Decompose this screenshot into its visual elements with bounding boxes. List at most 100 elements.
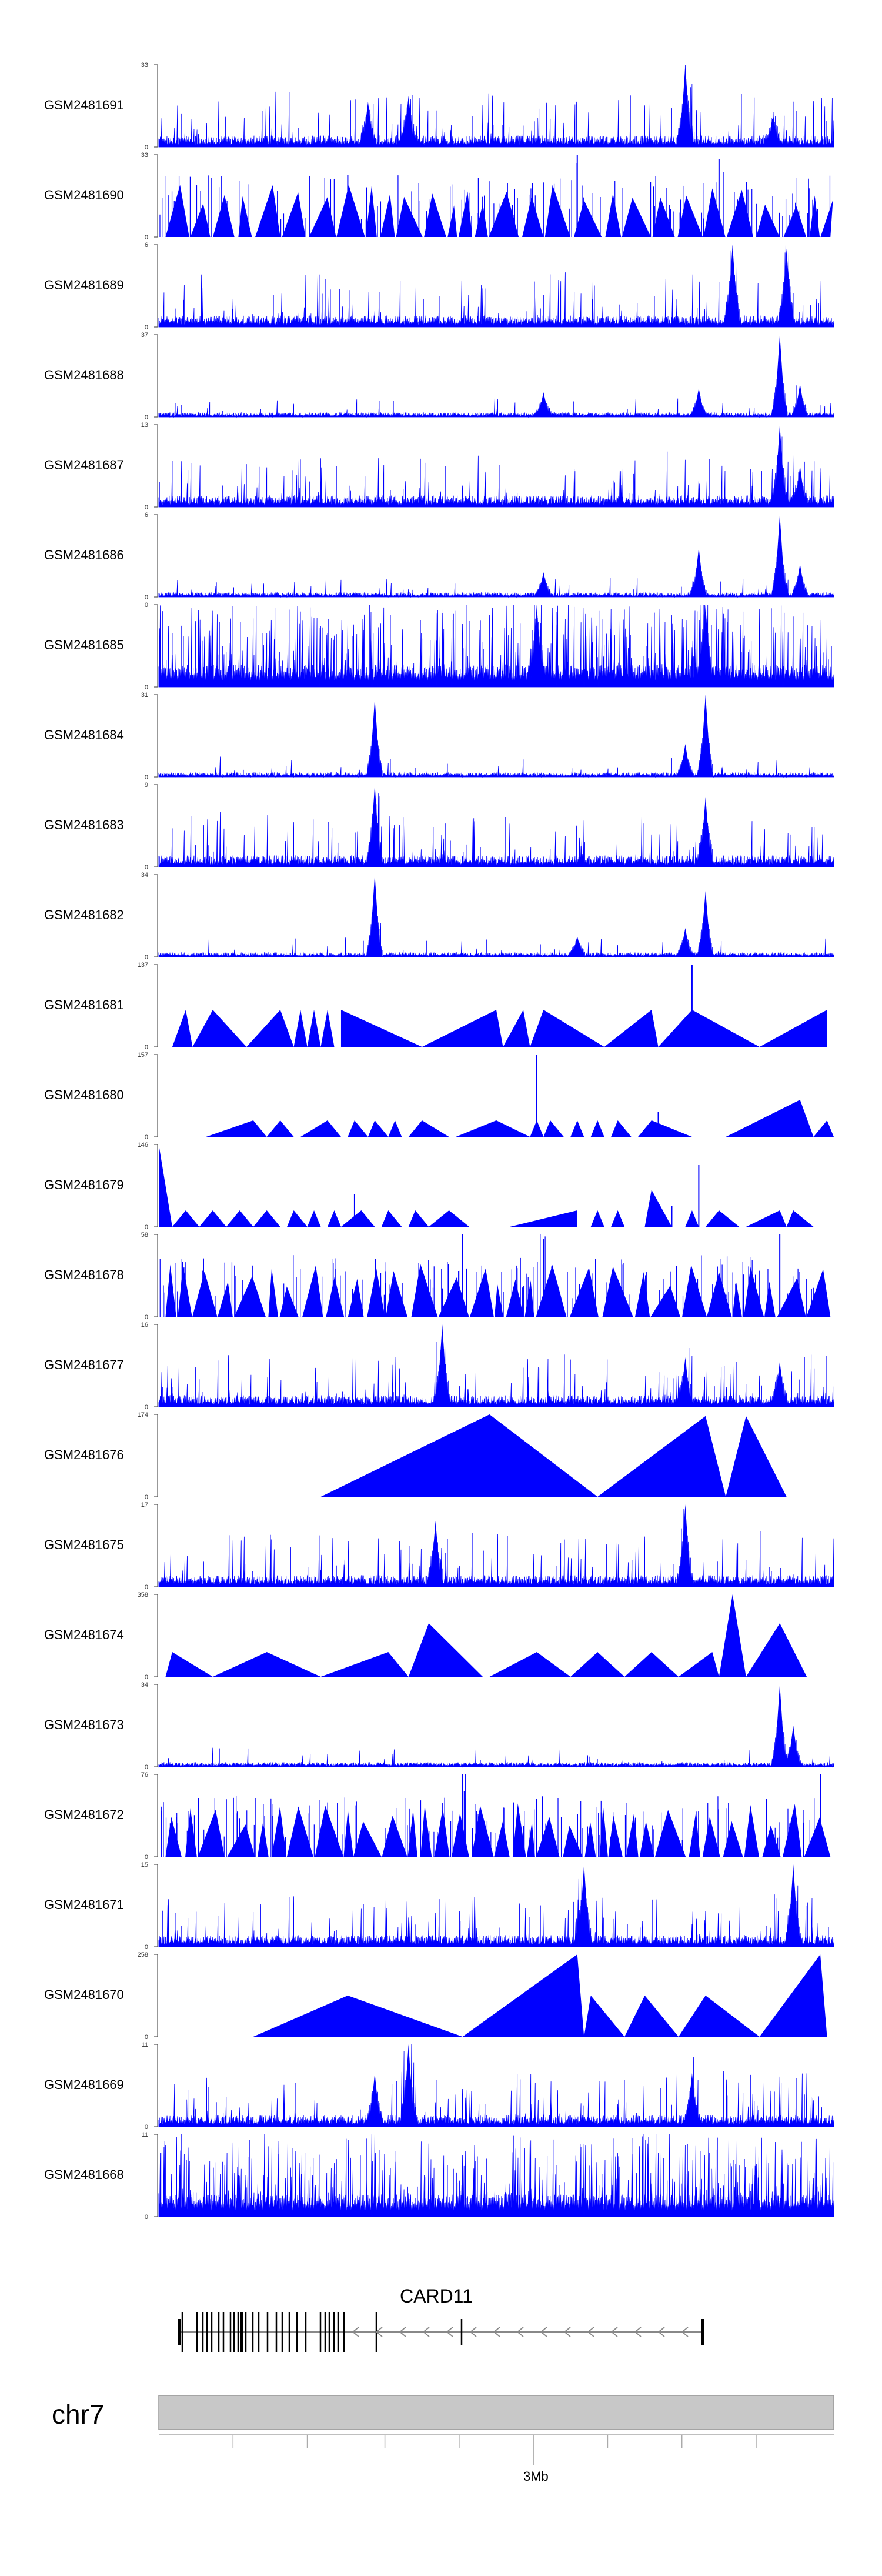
track-GSM2481680: GSM2481680 157 0 xyxy=(0,1051,882,1141)
track-label: GSM2481679 xyxy=(44,1177,124,1192)
chromosome-band xyxy=(158,2395,834,2430)
track-GSM2481682: GSM2481682 34 0 xyxy=(0,871,882,961)
signal-triangle xyxy=(806,1269,831,1317)
signal-triangle xyxy=(388,1120,402,1137)
signal-peak xyxy=(680,1504,691,1587)
signal-peak xyxy=(794,466,806,507)
signal-triangle xyxy=(206,1120,267,1137)
track-label: GSM2481677 xyxy=(44,1357,124,1372)
signal-triangle xyxy=(172,1210,199,1227)
signal-coverage xyxy=(158,716,834,778)
signal-triangle xyxy=(746,1210,787,1227)
signal-coverage xyxy=(158,535,834,598)
signal-triangle xyxy=(602,1266,633,1317)
track-GSM2481690: GSM2481690 33 0 xyxy=(0,151,882,241)
signal-triangle xyxy=(257,1821,269,1857)
signal-triangle xyxy=(424,193,446,237)
track-label: GSM2481678 xyxy=(44,1267,124,1282)
signal-triangle xyxy=(723,1821,743,1857)
signal-triangle xyxy=(638,1120,692,1137)
signal-triangle xyxy=(703,188,726,237)
y-max-label: 358 xyxy=(138,1591,148,1599)
signal-triangle xyxy=(536,1817,560,1857)
signal-triangle xyxy=(622,198,652,237)
signal-triangle xyxy=(732,1282,742,1317)
signal-triangle xyxy=(456,1120,530,1137)
y-max-label: 34 xyxy=(141,1681,148,1689)
signal-peak xyxy=(727,245,738,327)
gene-model xyxy=(178,2312,704,2352)
signal-coverage xyxy=(158,2134,834,2217)
track-label: GSM2481676 xyxy=(44,1447,124,1462)
signal-coverage xyxy=(158,604,834,688)
track-label: GSM2481681 xyxy=(44,997,124,1012)
track-label: GSM2481688 xyxy=(44,368,124,382)
signal-peak xyxy=(700,891,711,957)
y-min-label: 0 xyxy=(145,774,148,781)
signal-triangle xyxy=(165,1264,176,1317)
signal-triangle xyxy=(783,1804,802,1857)
y-min-label: 0 xyxy=(145,1854,148,1861)
signal-peak xyxy=(774,335,786,417)
signal-peak xyxy=(787,1726,799,1767)
y-max-label: 31 xyxy=(141,692,148,699)
signal-triangle xyxy=(353,1821,382,1857)
track-GSM2481678: GSM2481678 58 0 xyxy=(0,1231,882,1321)
signal-triangle xyxy=(530,1010,604,1047)
signal-triangle xyxy=(743,1267,764,1317)
signal-triangle xyxy=(286,1806,313,1857)
signal-peak xyxy=(774,1362,786,1407)
signal-triangle xyxy=(726,1100,814,1137)
signal-peak xyxy=(787,1864,799,1947)
track-plot: 11 0 xyxy=(142,2041,834,2131)
track-label: GSM2481670 xyxy=(44,1987,124,2002)
signal-triangle xyxy=(408,1623,483,1677)
y-min-label: 0 xyxy=(145,684,148,691)
signal-peak xyxy=(369,2073,380,2127)
signal-triangle xyxy=(489,191,519,237)
signal-triangle xyxy=(702,1816,720,1857)
signal-triangle xyxy=(503,1010,530,1047)
signal-triangle xyxy=(340,1210,375,1227)
y-min-label: 0 xyxy=(145,1224,148,1231)
signal-triangle xyxy=(820,199,833,237)
signal-peak xyxy=(369,785,380,867)
signal-coverage xyxy=(158,793,834,867)
signal-peak xyxy=(362,102,374,147)
y-min-label: 0 xyxy=(145,2214,148,2221)
y-min-label: 0 xyxy=(145,1674,148,1681)
track-GSM2481686: GSM2481686 6 0 xyxy=(0,511,882,601)
signal-coverage xyxy=(158,896,834,958)
signal-triangle xyxy=(744,1804,759,1857)
signal-triangle xyxy=(253,1996,463,2037)
y-max-label: 76 xyxy=(141,1771,148,1778)
track-plot: 258 0 xyxy=(138,1951,827,2041)
track-GSM2481687: GSM2481687 13 0 xyxy=(0,421,882,511)
track-plot: 76 0 xyxy=(141,1771,831,1861)
signal-triangle xyxy=(198,1809,225,1857)
track-plot: 90 xyxy=(145,782,834,871)
signal-triangle xyxy=(543,1120,564,1137)
track-plot: 31 0 xyxy=(141,692,834,781)
signal-coverage xyxy=(158,1509,834,1587)
signal-triangle xyxy=(599,1806,608,1857)
signal-triangle xyxy=(266,1120,294,1137)
signal-triangle xyxy=(762,1825,781,1857)
signal-triangle xyxy=(804,1817,831,1857)
signal-triangle xyxy=(489,1652,571,1677)
signal-triangle xyxy=(677,195,703,237)
y-max-label: 15 xyxy=(141,1861,148,1868)
y-max-label: 174 xyxy=(138,1412,148,1419)
signal-triangle xyxy=(512,1803,526,1857)
signal-triangle xyxy=(366,185,377,237)
track-GSM2481674: GSM2481674 358 0 xyxy=(0,1591,882,1681)
signal-triangle xyxy=(165,1652,213,1677)
signal-triangle xyxy=(300,1120,341,1137)
signal-triangle xyxy=(271,1806,287,1857)
signal-triangle xyxy=(759,1954,827,2037)
signal-triangle xyxy=(253,1210,280,1227)
y-max-label: 33 xyxy=(141,62,148,69)
strand-arrow xyxy=(352,2327,359,2337)
signal-triangle xyxy=(340,1010,422,1047)
track-label: GSM2481668 xyxy=(44,2167,124,2182)
